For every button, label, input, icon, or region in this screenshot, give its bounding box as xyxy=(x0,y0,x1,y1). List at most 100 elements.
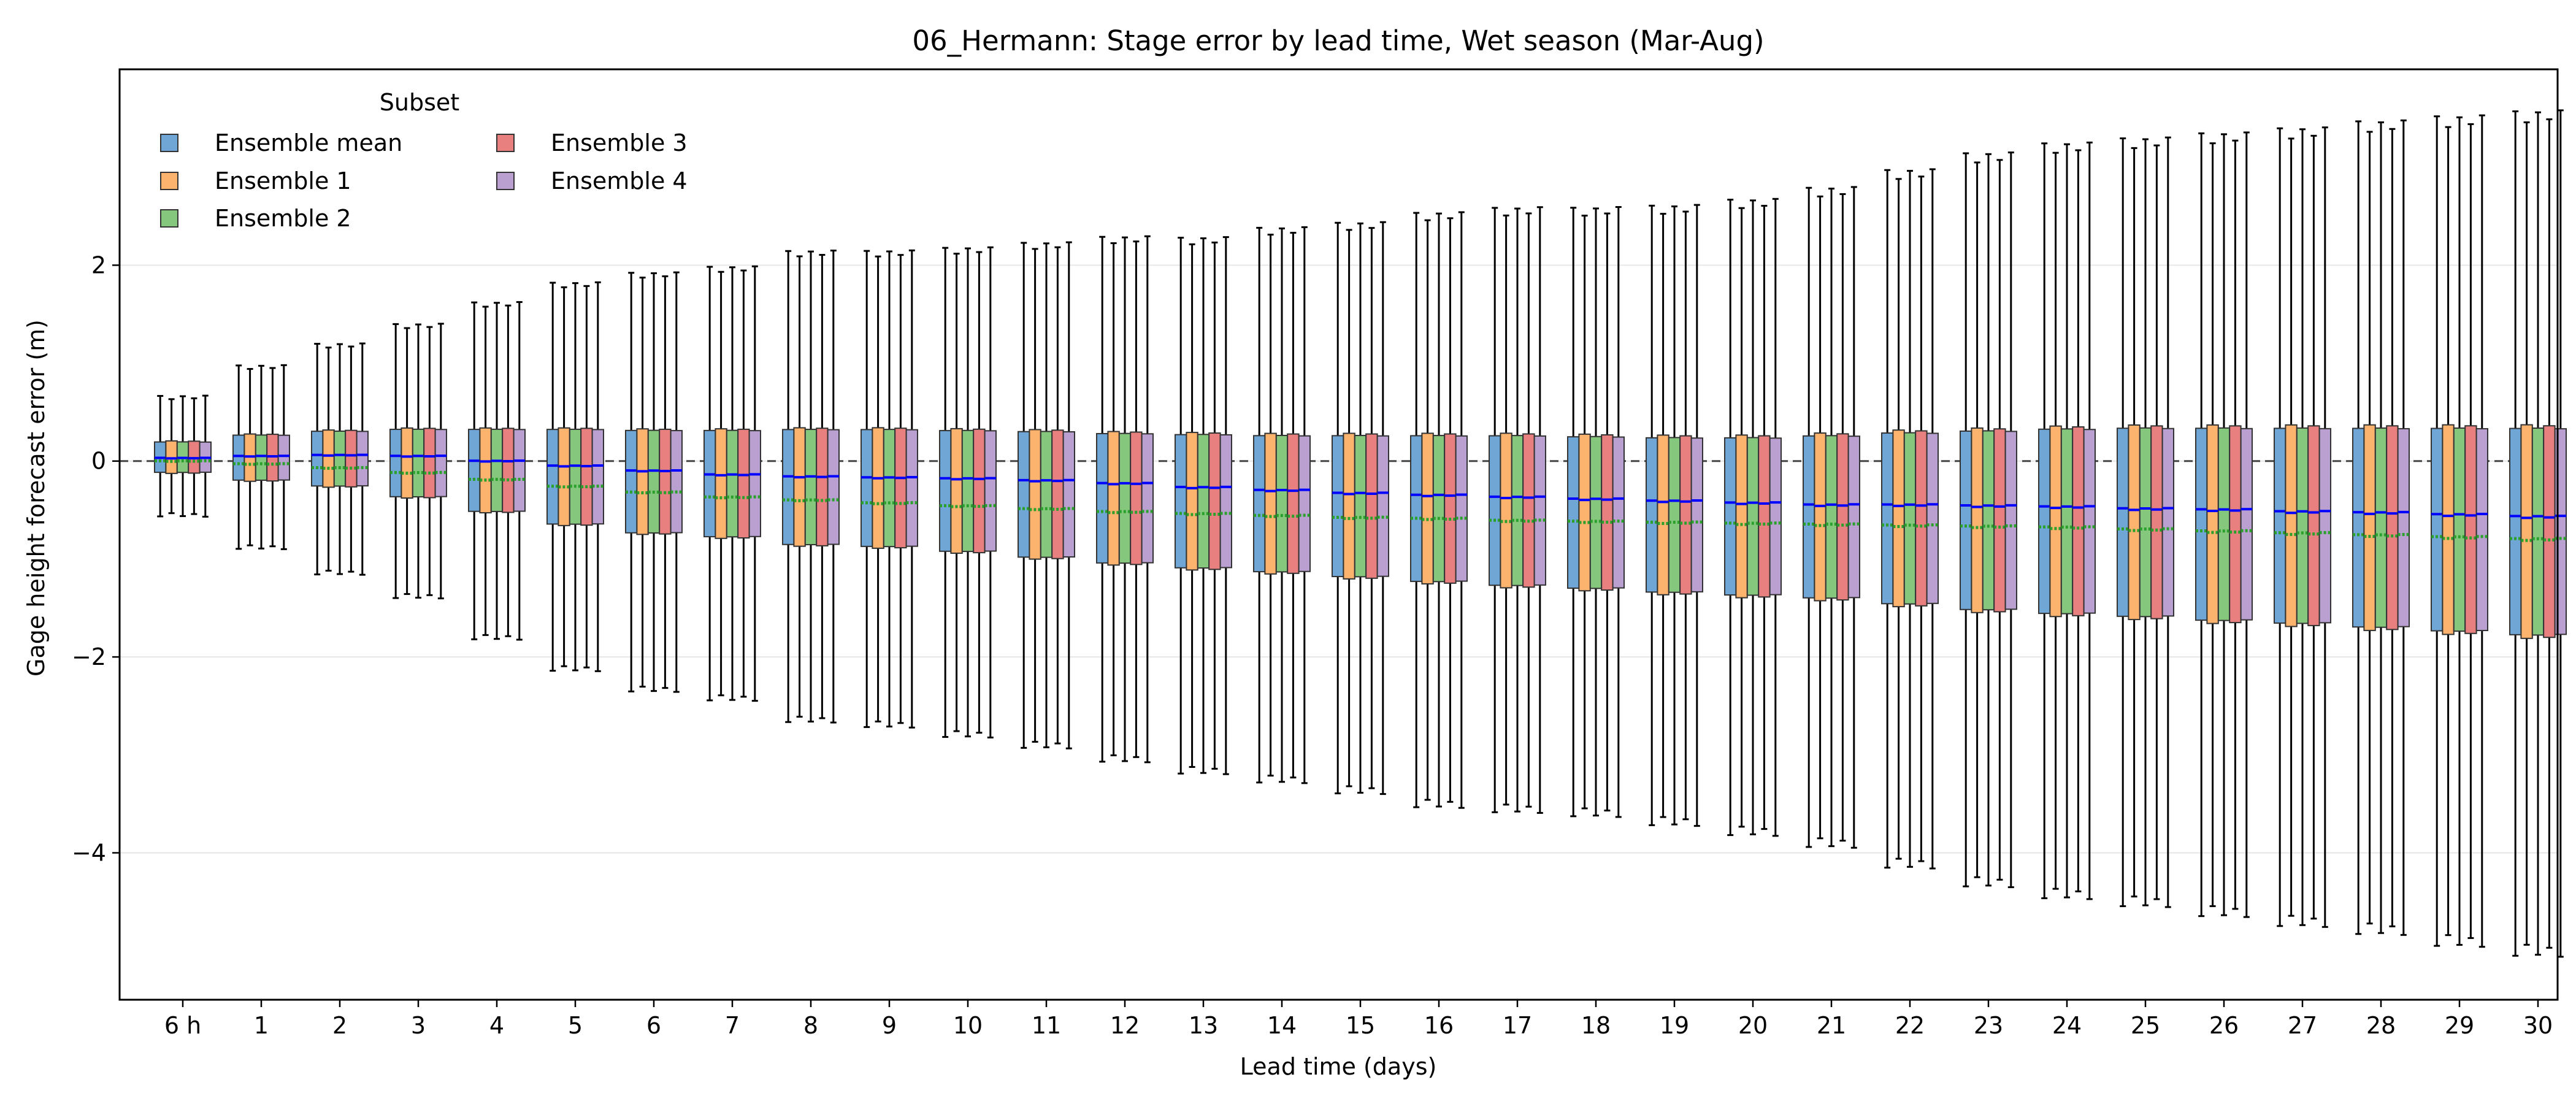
box xyxy=(401,427,413,499)
legend: Subset Ensemble mean Ensemble 1 Ensemble 2… xyxy=(160,89,688,232)
x-tick-label: 6 h xyxy=(164,1012,201,1039)
box xyxy=(1186,432,1198,571)
box xyxy=(726,429,739,538)
box xyxy=(1735,434,1748,599)
box xyxy=(961,429,975,553)
box xyxy=(266,434,279,482)
box xyxy=(1847,435,1861,599)
box xyxy=(1332,435,1344,578)
x-tick-label: 22 xyxy=(1895,1012,1925,1039)
box xyxy=(2475,428,2489,632)
box xyxy=(1533,435,1547,586)
box xyxy=(659,428,672,535)
box xyxy=(2150,425,2163,619)
box xyxy=(1511,435,1524,586)
legend-label: Ensemble 1 xyxy=(215,167,351,194)
box xyxy=(490,428,504,512)
y-axis-label: Gage height forecast error (m) xyxy=(23,320,50,677)
box xyxy=(1993,428,2006,613)
box-group xyxy=(2509,109,2567,958)
x-tick-label: 16 xyxy=(1424,1012,1454,1039)
x-tick-label: 15 xyxy=(1346,1012,1375,1039)
box xyxy=(1500,432,1512,589)
x-tick-label: 1 xyxy=(254,1012,269,1039)
box xyxy=(479,427,492,514)
legend-swatch xyxy=(496,134,515,152)
box xyxy=(1051,429,1064,559)
box xyxy=(2509,427,2522,635)
box xyxy=(939,430,952,552)
x-tick-label: 9 xyxy=(882,1012,897,1039)
x-tick-label: 29 xyxy=(2445,1012,2474,1039)
box xyxy=(2217,427,2231,621)
legend-entry: Ensemble mean xyxy=(160,129,402,156)
x-tick-label: 25 xyxy=(2131,1012,2160,1039)
box-group xyxy=(1253,226,1311,784)
box xyxy=(1197,434,1210,569)
box xyxy=(625,429,638,534)
box-group xyxy=(782,249,840,724)
box xyxy=(1343,432,1355,580)
box xyxy=(2307,425,2320,626)
box xyxy=(1612,436,1625,589)
legend-label: Ensemble 2 xyxy=(215,205,351,232)
box xyxy=(2531,427,2545,636)
x-tick-label: 8 xyxy=(803,1012,818,1039)
legend-swatch xyxy=(160,209,178,228)
box xyxy=(1062,431,1075,558)
x-axis-label: Lead time (days) xyxy=(1240,1053,1437,1080)
box xyxy=(1130,431,1143,565)
box xyxy=(1926,432,1939,604)
legend-swatch xyxy=(160,172,178,190)
box xyxy=(1107,431,1120,566)
box xyxy=(2464,425,2477,634)
x-tick-label: 17 xyxy=(1503,1012,1532,1039)
x-tick-label: 23 xyxy=(1974,1012,2003,1039)
box-group xyxy=(2117,136,2175,908)
box xyxy=(2128,424,2141,621)
box xyxy=(513,429,526,512)
box xyxy=(1219,434,1232,569)
legend-label: Ensemble 3 xyxy=(551,129,688,156)
box xyxy=(1096,432,1109,564)
box xyxy=(2060,428,2074,615)
box xyxy=(1444,433,1457,584)
y-tick-label: −4 xyxy=(72,839,106,866)
box xyxy=(2318,427,2332,624)
box xyxy=(2161,427,2175,617)
box xyxy=(2139,427,2152,618)
box xyxy=(1836,433,1849,601)
x-tick-label: 4 xyxy=(489,1012,504,1039)
x-tick-label: 14 xyxy=(1267,1012,1297,1039)
box xyxy=(2386,425,2399,631)
legend-entry: Ensemble 1 xyxy=(160,167,351,194)
x-tick-label: 30 xyxy=(2523,1012,2553,1039)
x-tick-label: 5 xyxy=(568,1012,583,1039)
box xyxy=(1578,433,1591,592)
legend-swatch xyxy=(496,172,515,190)
box-group xyxy=(1803,186,1861,849)
box xyxy=(894,427,907,549)
box xyxy=(1892,429,1905,608)
box xyxy=(636,428,649,535)
box xyxy=(345,429,358,488)
box-group xyxy=(1175,236,1232,775)
box-group xyxy=(625,271,683,693)
box xyxy=(2520,424,2533,639)
box xyxy=(905,429,918,547)
legend-title: Subset xyxy=(380,89,459,116)
box xyxy=(1029,429,1041,560)
box-group xyxy=(2431,114,2489,948)
box-group xyxy=(703,265,761,702)
x-tick-label: 2 xyxy=(332,1012,347,1039)
box xyxy=(423,427,436,499)
box-group xyxy=(1881,168,1939,870)
box xyxy=(1275,434,1289,573)
box xyxy=(2240,427,2253,621)
box xyxy=(1646,437,1658,593)
box xyxy=(2442,424,2455,635)
legend-label: Ensemble 4 xyxy=(551,167,688,194)
box xyxy=(277,434,291,481)
box-group xyxy=(1332,221,1390,795)
